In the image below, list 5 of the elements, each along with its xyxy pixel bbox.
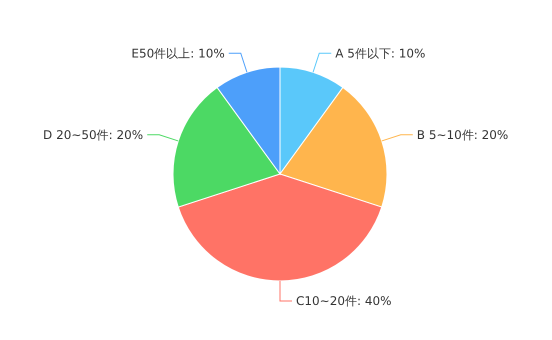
slice-label: B 5~10件: 20%: [416, 128, 508, 142]
slice-label: E50件以上: 10%: [131, 46, 225, 60]
slice-label: C10~20件: 40%: [296, 294, 392, 308]
slice-label: A 5件以下: 10%: [335, 46, 426, 60]
slice-label: D 20~50件: 20%: [43, 128, 144, 142]
